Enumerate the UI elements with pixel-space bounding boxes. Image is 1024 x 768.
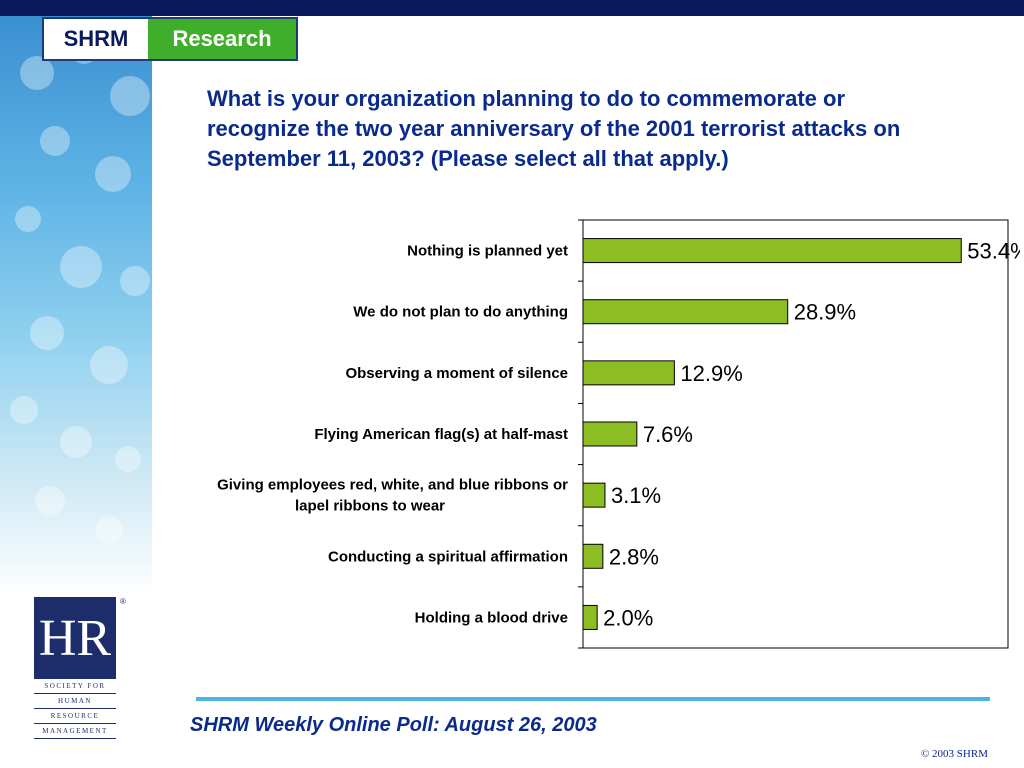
bar-chart: 53.4% Nothing is planned yet 28.9% We do no… [217, 219, 1020, 649]
bar [582, 604, 598, 630]
bar [582, 299, 789, 325]
hr-logo-word: RESOURCE [34, 709, 116, 724]
bokeh-dot [10, 396, 38, 424]
data-label: 53.4% [967, 239, 1020, 264]
data-label: 7.6% [643, 422, 693, 447]
logo-research-text: Research [148, 19, 296, 59]
hr-logo-word: MANAGEMENT [34, 724, 116, 739]
plot-frame [582, 219, 1009, 649]
bokeh-dot [30, 316, 64, 350]
bar [582, 360, 675, 386]
top-bar [0, 0, 1024, 16]
decorative-sidebar [0, 16, 152, 596]
bar [582, 543, 604, 569]
data-label: 2.8% [609, 544, 659, 569]
data-label: 28.9% [794, 300, 856, 325]
logo-shrm-text: SHRM [44, 19, 148, 59]
shrm-research-logo: SHRM Research [42, 17, 298, 61]
shrm-hr-logo: HR ® SOCIETY FOR HUMAN RESOURCE MANAGEME… [34, 597, 126, 739]
footer-divider [196, 697, 990, 701]
category-label: Holding a blood drive [415, 609, 568, 626]
hr-logo-word: SOCIETY FOR [34, 679, 116, 694]
bar [582, 482, 606, 508]
category-label: Nothing is planned yet [407, 243, 568, 260]
category-label: Conducting a spiritual affirmation [328, 548, 568, 565]
copyright: © 2003 SHRM [920, 748, 988, 760]
question-title: What is your organization planning to do… [207, 86, 901, 171]
bokeh-dot [60, 426, 92, 458]
category-label: Flying American flag(s) at half-mast [314, 426, 568, 443]
bokeh-dot [15, 206, 41, 232]
data-label: 12.9% [680, 361, 742, 386]
footer-title: SHRM Weekly Online Poll: August 26, 2003 [190, 714, 597, 736]
registered-mark: ® [120, 597, 126, 606]
category-label: We do not plan to do anything [353, 304, 568, 321]
data-label: 2.0% [603, 605, 653, 630]
bar [582, 238, 962, 264]
hr-logo-mark: HR [34, 597, 116, 679]
bokeh-dot [60, 246, 102, 288]
bokeh-dot [20, 56, 54, 90]
bokeh-dot [95, 516, 123, 544]
category-label: Observing a moment of silence [345, 365, 568, 382]
bokeh-dot [90, 346, 128, 384]
bokeh-dot [120, 266, 150, 296]
hr-logo-word: HUMAN [34, 694, 116, 709]
bokeh-dot [40, 126, 70, 156]
category-label: Giving employees red, white, and blue ri… [217, 477, 568, 494]
bokeh-dot [110, 76, 150, 116]
bar [582, 421, 638, 447]
bokeh-dot [35, 486, 65, 516]
bokeh-dot [115, 446, 141, 472]
data-label: 3.1% [611, 483, 661, 508]
category-label: lapel ribbons to wear [295, 498, 445, 515]
bokeh-dot [95, 156, 131, 192]
